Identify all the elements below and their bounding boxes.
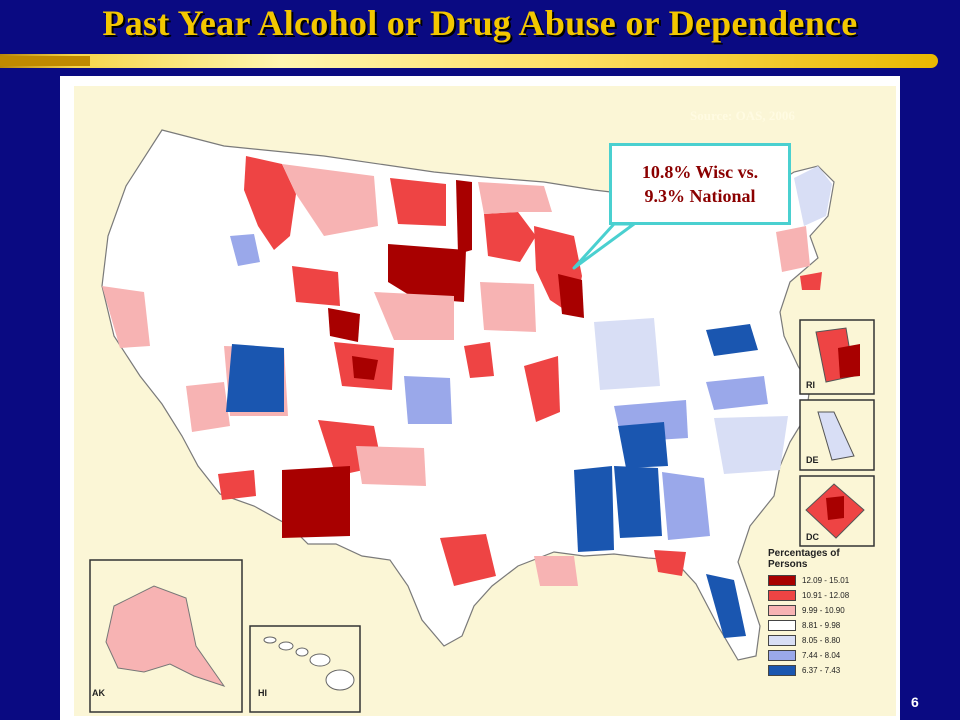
region-minnesota-pink	[478, 182, 552, 214]
region-nd-east	[456, 180, 472, 254]
legend-items: 12.09 - 15.01 10.91 - 12.08 9.99 - 10.90 8.…	[768, 573, 849, 678]
legend-swatch	[768, 635, 796, 646]
dc-shape-dark	[826, 496, 844, 520]
ri-shape-dark	[838, 344, 860, 378]
map-source-note: Source: OAS, 2006	[690, 108, 795, 123]
legend-label: 9.99 - 10.90	[802, 606, 845, 615]
region-new-mexico	[282, 466, 350, 538]
legend-title-line-2: Persons	[768, 559, 808, 570]
legend-label: 10.91 - 12.08	[802, 591, 850, 600]
region-idaho-blue	[230, 234, 260, 266]
region-minnesota	[484, 212, 536, 262]
legend-title: Percentages of Persons	[768, 548, 849, 570]
ri-label: RI	[806, 380, 815, 390]
legend-swatch	[768, 620, 796, 631]
region-vermont-pink	[776, 226, 810, 272]
legend-label: 8.81 - 9.98	[802, 621, 841, 630]
region-virginia-blue	[706, 376, 768, 410]
de-label: DE	[806, 455, 819, 465]
region-utah-blue	[226, 344, 284, 412]
legend-swatch	[768, 590, 796, 601]
region-wyoming	[292, 266, 340, 306]
region-tennessee-blue	[618, 422, 668, 468]
callout-line-2: 9.3% National	[644, 186, 756, 206]
slide-title: Past Year Alcohol or Drug Abuse or Depen…	[102, 3, 858, 43]
region-arizona	[218, 470, 256, 500]
callout-line-1: 10.8% Wisc vs.	[641, 162, 759, 182]
region-pennsylvania-blue	[706, 324, 758, 356]
region-northwest-pink	[102, 286, 150, 348]
region-north-dakota	[390, 178, 446, 226]
de-shape	[817, 411, 855, 461]
region-midwest-lightblue	[594, 318, 660, 390]
region-georgia-blue	[662, 472, 710, 540]
region-kansas-east	[464, 342, 494, 378]
region-montana-west	[244, 156, 296, 250]
region-massachusetts	[800, 272, 822, 290]
region-texas-central	[440, 534, 496, 586]
region-alabama-blue	[614, 466, 662, 538]
region-kansas-blue	[404, 376, 452, 424]
legend-label: 8.05 - 8.80	[802, 636, 841, 645]
region-colorado-dark	[352, 356, 378, 380]
legend-swatch	[768, 575, 796, 586]
legend-title-line-1: Percentages of	[768, 548, 840, 559]
region-mississippi-blue	[574, 466, 614, 552]
map-legend: Percentages of Persons 12.09 - 15.01 10.9…	[768, 548, 849, 678]
region-florida-panhandle	[654, 550, 686, 576]
title-underline-accent	[0, 56, 90, 66]
dc-label: DC	[806, 532, 819, 542]
legend-item: 10.91 - 12.08	[768, 588, 849, 603]
region-wisconsin-dark	[558, 274, 584, 318]
legend-item: 9.99 - 10.90	[768, 603, 849, 618]
legend-item: 7.44 - 8.04	[768, 648, 849, 663]
legend-item: 12.09 - 15.01	[768, 573, 849, 588]
region-louisiana-pink	[534, 556, 578, 586]
title-underline-bar	[0, 54, 938, 68]
page-number: 6	[911, 694, 919, 710]
legend-label: 6.37 - 7.43	[802, 666, 841, 675]
legend-item: 8.81 - 9.98	[768, 618, 849, 633]
legend-label: 12.09 - 15.01	[802, 576, 850, 585]
region-illinois	[524, 356, 560, 422]
legend-swatch	[768, 665, 796, 676]
region-nebraska-pink	[374, 292, 454, 340]
region-florida-blue	[706, 574, 746, 638]
legend-item: 8.05 - 8.80	[768, 633, 849, 648]
alaska-shape	[105, 585, 226, 687]
region-wyoming-dark	[328, 308, 360, 342]
region-iowa-pink	[480, 282, 536, 332]
alaska-label: AK	[92, 688, 105, 698]
region-south-dakota	[388, 244, 466, 302]
legend-item: 6.37 - 7.43	[768, 663, 849, 678]
wisconsin-callout: 10.8% Wisc vs. 9.3% National	[609, 143, 791, 225]
legend-label: 7.44 - 8.04	[802, 651, 841, 660]
region-texas-panhandle-pink	[356, 446, 426, 486]
legend-swatch	[768, 650, 796, 661]
region-montana-pink	[282, 164, 378, 236]
region-nevada-pink	[186, 382, 230, 432]
region-carolina-lightblue	[714, 416, 788, 474]
legend-swatch	[768, 605, 796, 616]
region-maine-lightblue	[794, 166, 832, 226]
hawaii-islands	[263, 636, 355, 691]
hawaii-label: HI	[258, 688, 267, 698]
